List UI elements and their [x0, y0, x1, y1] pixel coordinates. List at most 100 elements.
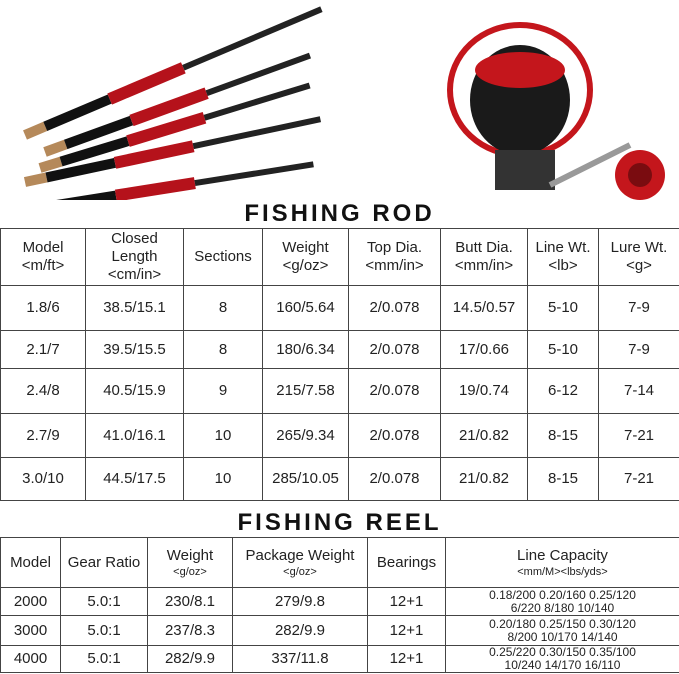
header-text: Weight	[282, 239, 329, 256]
reel	[447, 22, 665, 200]
cell-text: 160/5.64	[276, 299, 335, 316]
table-cell: 2.7/9	[0, 413, 86, 458]
cell-text: 1.8/6	[26, 299, 60, 316]
table-cell: 5.0:1	[60, 645, 148, 673]
cell-text: 0.25/220 0.30/150 0.35/100	[489, 645, 636, 659]
table-cell: 7-9	[598, 330, 679, 369]
cell-text: 7-21	[623, 426, 655, 444]
cell-text: 8	[218, 299, 228, 316]
header-cell: Butt Dia. <mm/in>	[440, 228, 528, 286]
cell-text: 10	[214, 470, 232, 487]
rod-title: FISHING ROD	[244, 200, 435, 227]
table-cell: 10	[183, 457, 263, 501]
cell-text: 2/0.078	[369, 426, 420, 444]
table-cell: 0.18/200 0.20/160 0.25/120 6/220 8/180 10…	[445, 587, 679, 616]
table-cell: 180/6.34	[262, 330, 349, 369]
table-cell: 2/0.078	[348, 368, 441, 414]
cell-text: 12+1	[389, 650, 424, 667]
header-text: <mm/M><lbs/yds>	[517, 565, 608, 578]
table-cell: 5.0:1	[60, 587, 148, 616]
rods	[23, 6, 323, 200]
cell-text: 2/0.078	[369, 340, 420, 358]
cell-text: 265/9.34	[276, 426, 335, 444]
reel-table: Model Gear Ratio Weight <g/oz> Package Weigh…	[0, 537, 679, 673]
table-cell: 9	[183, 368, 263, 414]
table-cell: 2/0.078	[348, 330, 441, 369]
cell-text: 2/0.078	[369, 382, 420, 399]
header-text: Closed	[111, 230, 158, 247]
cell-text: 5-10	[547, 299, 579, 316]
table-cell: 8-15	[527, 457, 599, 501]
header-cell: Line Capacity <mm/M><lbs/yds>	[445, 537, 679, 588]
cell-text: 2.4/8	[26, 382, 60, 399]
table-row: 2.1/7 39.5/15.5 8 180/6.34 2/0.078 17/0.66 5-1…	[0, 330, 679, 369]
header-cell: Package Weight <g/oz>	[232, 537, 368, 588]
cell-text: 6/220 8/180 10/140	[510, 600, 615, 615]
table-cell: 279/9.8	[232, 587, 368, 616]
table-cell: 19/0.74	[440, 368, 528, 414]
table-cell: 8	[183, 330, 263, 369]
header-cell: Weight <g/oz>	[262, 228, 349, 286]
cell-text: 38.5/15.1	[103, 299, 166, 316]
table-cell: 2.1/7	[0, 330, 86, 369]
header-text: Package Weight	[245, 546, 355, 564]
header-cell: Sections	[183, 228, 263, 286]
table-cell: 237/8.3	[147, 615, 233, 646]
cell-text: 3.0/10	[22, 470, 64, 487]
table-cell: 2/0.078	[348, 457, 441, 501]
header-cell: Model <m/ft>	[0, 228, 86, 286]
table-cell: 17/0.66	[440, 330, 528, 369]
table-cell: 160/5.64	[262, 285, 349, 331]
table-cell: 2000	[0, 587, 61, 616]
cell-text: 279/9.8	[274, 592, 326, 610]
header-text: <mm/in>	[365, 257, 424, 274]
table-cell: 0.25/220 0.30/150 0.35/100 10/240 14/170 …	[445, 645, 679, 673]
cell-text: 2.1/7	[26, 340, 60, 358]
table-cell: 285/10.05	[262, 457, 349, 501]
header-text: Bearings	[376, 553, 437, 571]
table-cell: 5-10	[527, 330, 599, 369]
cell-text: 39.5/15.5	[103, 340, 166, 358]
table-cell: 2.4/8	[0, 368, 86, 414]
header-cell: Top Dia. <mm/in>	[348, 228, 441, 286]
cell-text: 0.18/200 0.20/160 0.25/120	[489, 587, 636, 602]
table-cell: 7-9	[598, 285, 679, 331]
table-cell: 337/11.8	[232, 645, 368, 673]
table-cell: 40.5/15.9	[85, 368, 184, 414]
cell-text: 3000	[13, 621, 48, 639]
product-photo	[23, 6, 665, 200]
cell-text: 215/7.58	[276, 382, 335, 399]
cell-text: 8-15	[547, 470, 579, 487]
table-cell: 7-21	[598, 457, 679, 501]
table-cell: 12+1	[367, 615, 446, 646]
header-text: Model	[10, 553, 51, 571]
cell-text: 5.0:1	[87, 650, 121, 667]
table-cell: 8	[183, 285, 263, 331]
cell-text: 0.20/180 0.25/150 0.30/120	[489, 616, 636, 631]
cell-text: 14.5/0.57	[452, 299, 516, 316]
header-text: <g/oz>	[282, 257, 329, 274]
cell-text: 180/6.34	[276, 340, 335, 358]
table-row: 4000 5.0:1 282/9.9 337/11.8 12+1 0.25/220 0.3…	[0, 645, 679, 673]
rod-table: Model <m/ft> Closed Length <cm/in> Sections We…	[0, 228, 679, 501]
header-text: Weight	[166, 546, 214, 564]
table-row: 3.0/10 44.5/17.5 10 285/10.05 2/0.078 21/0.82…	[0, 457, 679, 501]
header-text: <cm/in>	[107, 266, 162, 283]
table-cell: 4000	[0, 645, 61, 673]
cell-text: 40.5/15.9	[103, 382, 166, 399]
table-cell: 21/0.82	[440, 457, 528, 501]
cell-text: 44.5/17.5	[103, 470, 166, 487]
table-cell: 2/0.078	[348, 285, 441, 331]
table-cell: 3000	[0, 615, 61, 646]
header-text: <m/ft>	[21, 257, 65, 274]
cell-text: 8/200 10/170 14/140	[507, 629, 618, 644]
header-text: Top Dia.	[366, 239, 423, 256]
table-cell: 38.5/15.1	[85, 285, 184, 331]
table-cell: 12+1	[367, 645, 446, 673]
table-cell: 7-21	[598, 413, 679, 458]
table-cell: 282/9.9	[147, 645, 233, 673]
header-cell: Weight <g/oz>	[147, 537, 233, 588]
cell-text: 2/0.078	[369, 299, 420, 316]
cell-text: 2000	[13, 592, 48, 610]
